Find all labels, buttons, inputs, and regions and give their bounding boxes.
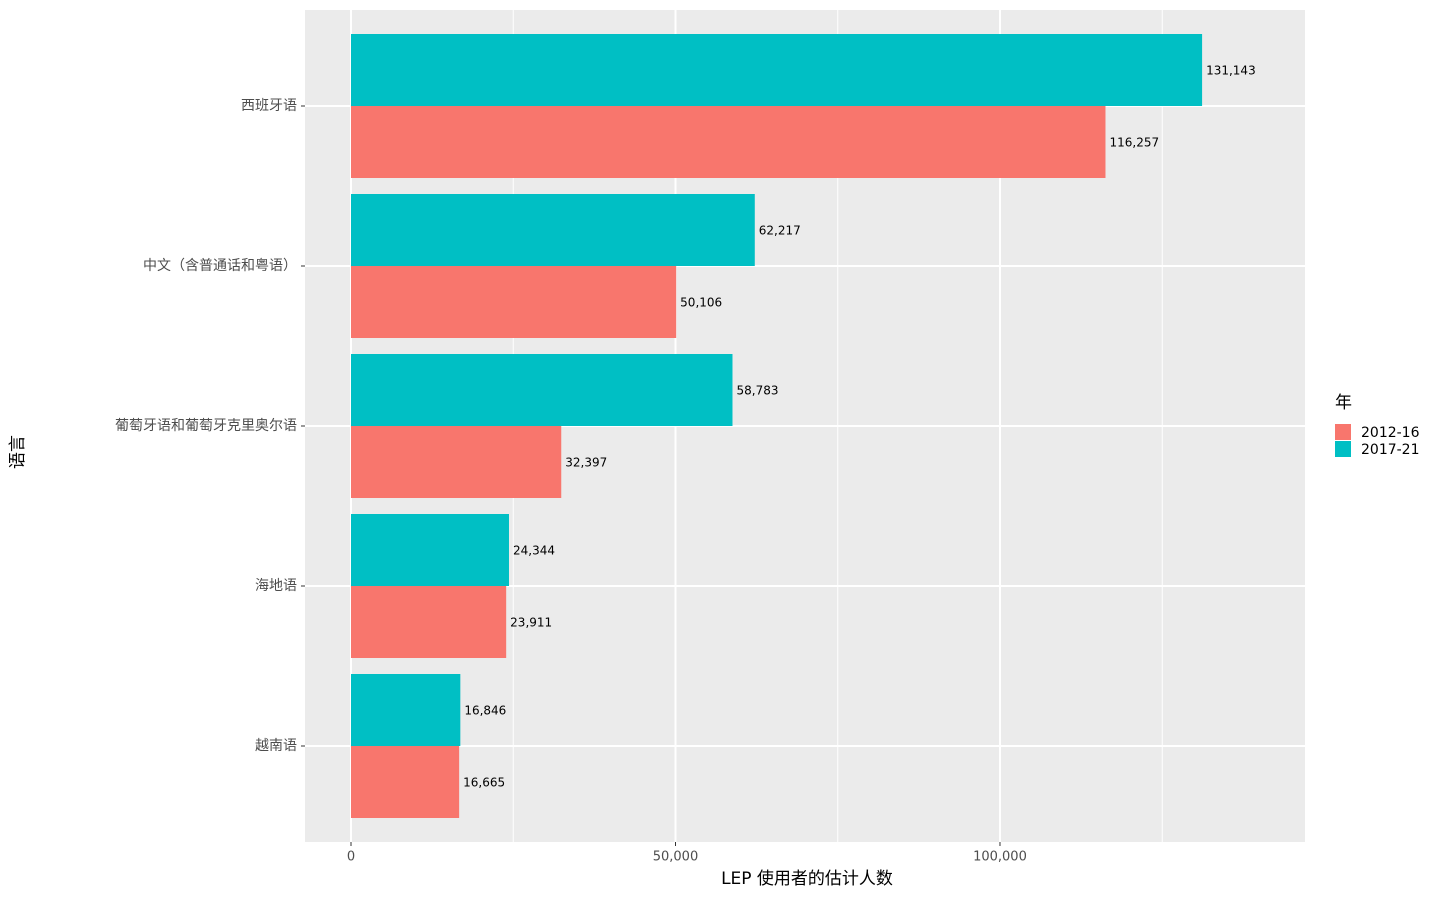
bar xyxy=(350,674,461,746)
legend-label: 2017-21 xyxy=(1361,442,1420,458)
data-label: 23,911 xyxy=(510,616,552,630)
data-label: 62,217 xyxy=(759,224,801,238)
x-tick-label: 50,000 xyxy=(653,850,699,865)
y-tick-label: 越南语 xyxy=(255,738,297,754)
y-axis-title: 语言 xyxy=(8,435,28,469)
data-label: 116,257 xyxy=(1109,136,1159,150)
bar xyxy=(350,266,677,338)
data-label: 58,783 xyxy=(736,384,778,398)
bar xyxy=(350,106,1106,178)
data-label: 32,397 xyxy=(565,456,607,470)
legend-swatch xyxy=(1335,441,1351,457)
marks xyxy=(350,34,1203,818)
legend-swatch xyxy=(1335,424,1351,440)
bar xyxy=(350,426,562,498)
bar xyxy=(350,586,507,658)
y-tick-label: 中文（含普通话和粤语） xyxy=(143,258,297,274)
y-tick-label: 海地语 xyxy=(255,578,297,594)
legend-title: 年 xyxy=(1335,393,1352,413)
x-axis-title: LEP 使用者的估计人数 xyxy=(721,868,893,889)
legend-label: 2012-16 xyxy=(1361,425,1420,441)
data-label: 16,665 xyxy=(463,776,505,790)
bar xyxy=(350,34,1203,106)
data-label: 24,344 xyxy=(513,544,555,558)
y-tick-label: 葡萄牙语和葡萄牙克里奥尔语 xyxy=(115,417,297,434)
bar xyxy=(350,354,733,426)
bar xyxy=(350,514,509,586)
bar xyxy=(350,746,460,818)
data-label: 131,143 xyxy=(1206,64,1256,78)
x-tick-label: 100,000 xyxy=(973,850,1027,865)
y-tick-label: 西班牙语 xyxy=(241,98,297,114)
x-tick-label: 0 xyxy=(347,850,355,865)
data-label: 50,106 xyxy=(680,296,722,310)
data-label: 16,846 xyxy=(464,704,506,718)
bar xyxy=(350,194,755,266)
